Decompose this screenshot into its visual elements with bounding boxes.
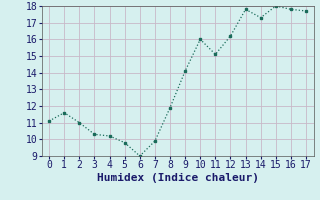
X-axis label: Humidex (Indice chaleur): Humidex (Indice chaleur) [97,173,259,183]
